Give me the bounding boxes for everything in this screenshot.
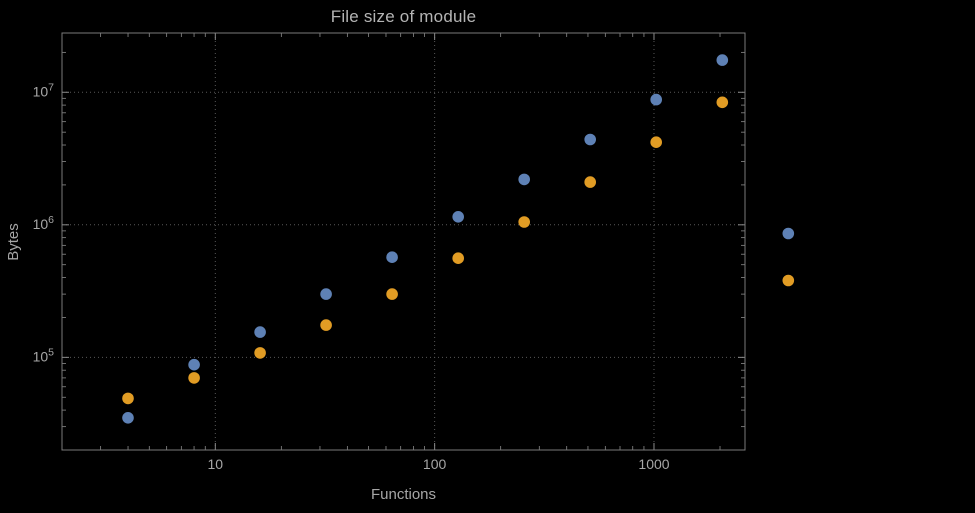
chart-title: File size of module: [330, 7, 477, 26]
data-point-blue: [518, 173, 530, 186]
data-point-blue: [188, 358, 200, 371]
data-point-orange: [452, 252, 465, 264]
data-point-orange: [518, 216, 530, 228]
data-point-blue: [122, 412, 134, 424]
data-point-blue: [650, 93, 662, 106]
x-tick-label: 1000: [638, 456, 669, 472]
data-point-orange: [716, 96, 729, 109]
y-axis-label: Bytes: [5, 223, 22, 261]
data-point-blue: [386, 251, 398, 263]
data-point-blue: [782, 227, 795, 240]
data-point-orange: [254, 347, 266, 359]
x-tick-label: 10: [208, 456, 224, 472]
y-tick-label: 105: [33, 346, 55, 364]
plot-frame: [61, 32, 746, 451]
data-point-orange: [782, 274, 795, 287]
y-tick-label: 107: [33, 81, 55, 99]
data-point-orange: [386, 288, 398, 300]
y-tick-label: 106: [33, 214, 55, 232]
data-point-orange: [122, 392, 134, 405]
data-point-blue: [584, 133, 596, 146]
data-point-blue: [716, 54, 729, 66]
data-point-blue: [254, 326, 266, 338]
data-point-orange: [320, 319, 332, 331]
x-axis-label: Functions: [370, 486, 437, 503]
data-point-orange: [188, 372, 200, 384]
data-point-blue: [320, 288, 332, 300]
data-point-orange: [650, 136, 662, 148]
x-tick-label: 100: [423, 456, 447, 472]
data-point-blue: [452, 211, 465, 223]
data-point-orange: [584, 176, 596, 188]
